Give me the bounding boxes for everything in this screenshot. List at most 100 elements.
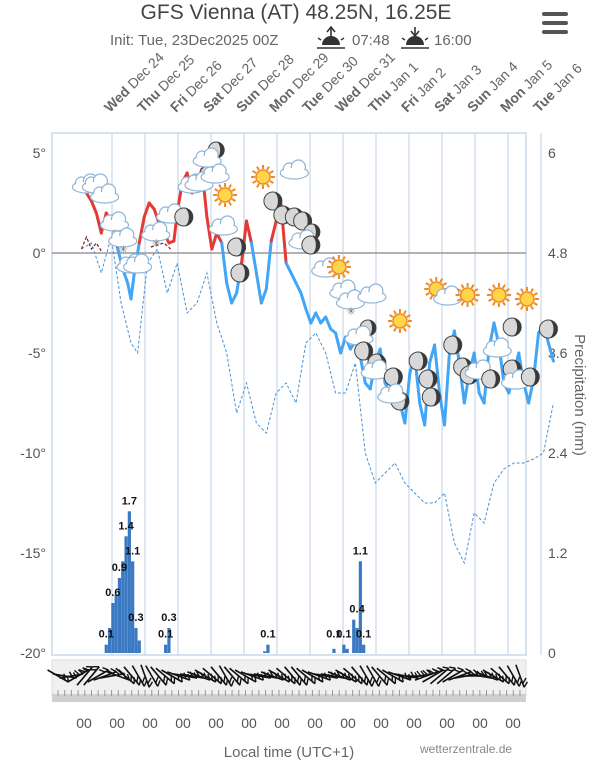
moon-icon [227, 237, 247, 257]
precipitation-bar-label: 1.1 [125, 545, 140, 557]
hour-label: 00 [340, 715, 356, 731]
cloud-fill [281, 168, 308, 178]
temperature-segment [299, 291, 308, 311]
precipitation-tick-label: 0 [548, 645, 556, 661]
temperature-segment [324, 315, 333, 331]
wind-flag [522, 677, 527, 684]
cloud-fill [101, 220, 128, 230]
sun-ray [252, 180, 257, 184]
cloud-fill [124, 262, 151, 272]
moon-icon [174, 207, 194, 227]
cloud-icon [482, 337, 512, 358]
moon-shadow [183, 208, 193, 226]
hour-label: 00 [505, 715, 521, 731]
sun-ray [502, 284, 506, 289]
wind-shaft [290, 666, 308, 686]
cloud-fill [378, 392, 405, 402]
temperature-segment [334, 331, 343, 355]
precipitation-bar-label: 0.1 [99, 629, 114, 641]
snowflake-icon: ✳ [152, 237, 161, 250]
wind-flag [165, 678, 169, 686]
hour-label: 00 [439, 715, 455, 731]
cloud-shape [89, 183, 120, 204]
precipitation-bar [362, 644, 366, 653]
precipitation-bar-label: 1.4 [118, 520, 134, 532]
sun-ray [231, 198, 236, 202]
temperature-tick-label: -10° [20, 445, 46, 461]
wind-flag [92, 665, 100, 668]
temperature-segment [230, 291, 239, 305]
wind-shaft [498, 666, 515, 686]
precipitation-bar-label: 0.1 [326, 629, 341, 641]
hamburger-menu-icon[interactable] [542, 12, 568, 34]
precipitation-bar [352, 619, 356, 653]
temperature-segment [220, 241, 229, 285]
sun-ray [389, 314, 394, 318]
partly-moon-icon [192, 141, 225, 168]
hour-label: 00 [208, 715, 224, 731]
wind-flag [83, 669, 90, 671]
sun-ray [530, 288, 534, 293]
wind-shaft [210, 666, 228, 686]
wind-flag [157, 680, 161, 687]
precipitation-bar [355, 628, 359, 653]
precipitation-axis-title: Precipitation (mm) [571, 334, 588, 456]
wind-shaft [350, 666, 368, 686]
precipitation-axis: 64.83.62.41.20 [548, 145, 568, 661]
wind-flag [433, 669, 441, 673]
cloud-icon [433, 285, 463, 306]
hour-label: 00 [307, 715, 323, 731]
sun-ray [266, 183, 270, 188]
temperature-segment [284, 261, 293, 275]
sun-ray [345, 270, 350, 274]
precipitation-bar [131, 561, 135, 653]
sun-ray [505, 298, 510, 302]
moon-icon [418, 369, 438, 389]
sun-disc [392, 313, 408, 329]
moon-icon [502, 317, 522, 337]
sun-ray [393, 327, 397, 332]
moon-shadow [399, 392, 409, 410]
wind-shaft [76, 666, 94, 686]
cloud-shape [99, 211, 130, 232]
temperature-segment [433, 343, 442, 395]
precipitation-bar-label: 0.1 [356, 629, 371, 641]
wind-flag [523, 681, 529, 688]
precipitation-bar [124, 536, 128, 653]
sun-ray [269, 180, 274, 184]
sun-ray [520, 305, 524, 310]
wind-flag [303, 675, 307, 683]
chart-title: GFS Vienna (AT) 48.25N, 16.25E [141, 1, 452, 24]
wind-flag [141, 676, 146, 684]
sun-ray [256, 166, 260, 171]
wind-flag [236, 675, 240, 683]
temperature-segment [225, 281, 234, 305]
precipitation-bar-label: 0.3 [128, 612, 143, 624]
wind-shaft [407, 673, 432, 679]
wind-shaft [123, 666, 140, 686]
sun-ray [460, 301, 465, 306]
sun-ray [406, 314, 411, 318]
sun-disc [217, 187, 233, 203]
wind-barb [140, 664, 154, 688]
min-temp-line [80, 235, 102, 252]
cloud-icon [200, 163, 230, 184]
sun-ray [470, 301, 475, 306]
precipitation-bar-label: 0.3 [161, 612, 176, 624]
wind-flag [369, 676, 373, 684]
sun-ray [256, 183, 260, 188]
precipitation-bar-label: 1.7 [122, 495, 137, 507]
cloud-icon [89, 183, 120, 204]
moon-icon [354, 341, 374, 361]
wind-flag [371, 680, 375, 687]
cloud-icon [208, 215, 238, 236]
wind-flag [86, 665, 93, 668]
precipitation-bar [117, 578, 122, 653]
moon-icon [538, 319, 558, 339]
sun-icon [387, 309, 412, 333]
sun-disc [491, 287, 507, 303]
moon-shadow [272, 192, 282, 210]
precipitation-bar [332, 648, 336, 653]
